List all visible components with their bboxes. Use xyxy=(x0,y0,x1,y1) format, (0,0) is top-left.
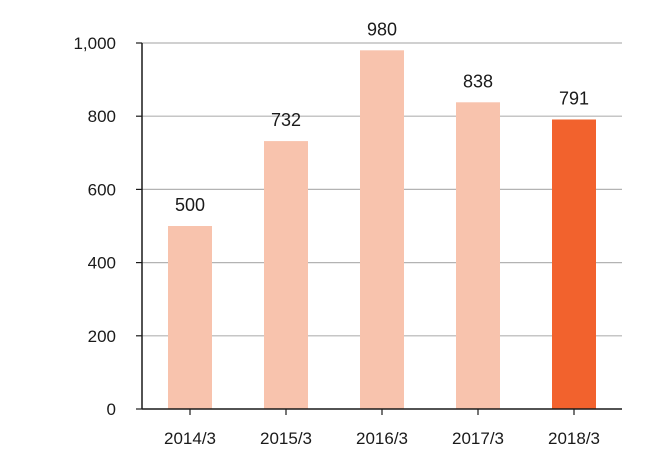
bars xyxy=(168,50,596,410)
y-tick-label: 400 xyxy=(88,254,116,273)
y-tick-label: 600 xyxy=(88,180,116,199)
labels: 0 200 400 600 800 1,000 500 2014/3 732 2015/3 980 2… xyxy=(73,19,600,448)
x-tick-label: 2017/3 xyxy=(452,429,504,448)
x-tick-label: 2014/3 xyxy=(164,429,216,448)
bar-2016-3 xyxy=(360,50,404,409)
x-tick-label: 2016/3 xyxy=(356,429,408,448)
bar-2014-3 xyxy=(168,226,212,409)
bar-2015-3 xyxy=(264,141,308,409)
x-tick-label: 2015/3 xyxy=(260,429,312,448)
x-tick-label: 2018/3 xyxy=(548,429,600,448)
bar-2017-3 xyxy=(456,102,500,410)
data-label: 838 xyxy=(463,71,493,91)
y-tick-label: 800 xyxy=(88,107,116,126)
data-label: 500 xyxy=(175,195,205,215)
data-label: 732 xyxy=(271,110,301,130)
y-tick-label: 1,000 xyxy=(73,34,116,53)
bar-2018-3 xyxy=(552,119,596,409)
y-tick-label: 0 xyxy=(107,400,116,419)
axes xyxy=(136,42,622,415)
data-label: 980 xyxy=(367,19,397,39)
data-label: 791 xyxy=(559,88,589,108)
y-tick-label: 200 xyxy=(88,327,116,346)
